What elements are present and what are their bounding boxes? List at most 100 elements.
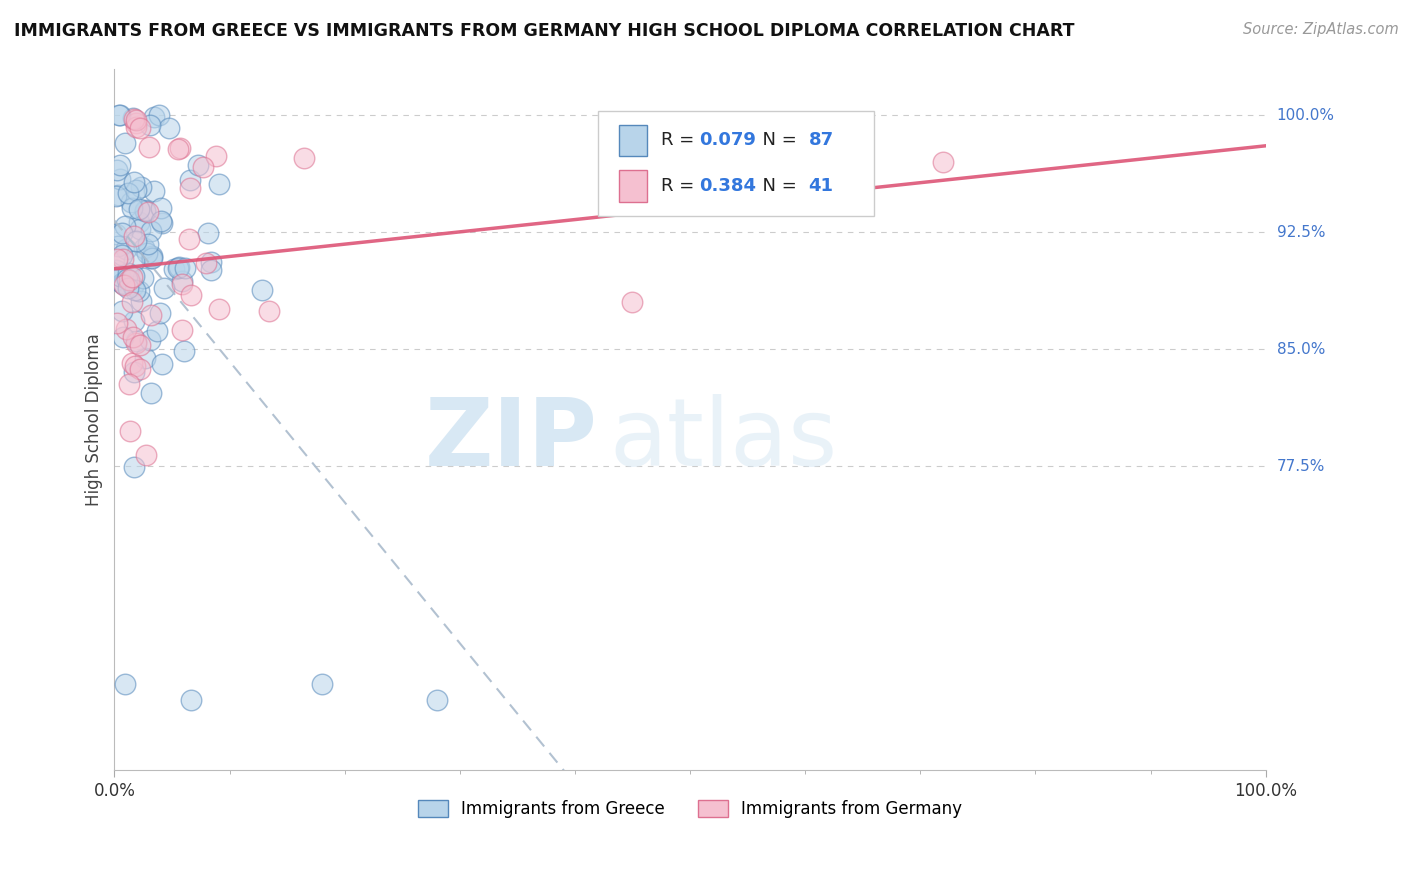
Point	[180, 287, 202, 301]
Point	[135, 448, 157, 462]
Point	[139, 118, 162, 132]
Point	[110, 158, 132, 172]
Point	[149, 214, 172, 228]
Point	[139, 334, 162, 348]
Point	[124, 359, 146, 373]
Point	[143, 184, 166, 198]
Point	[120, 195, 142, 210]
Point	[139, 386, 162, 401]
Point	[125, 235, 148, 249]
Point	[105, 316, 128, 330]
Point	[134, 203, 156, 218]
Text: 77.5%: 77.5%	[1277, 458, 1324, 474]
Text: R =: R =	[661, 177, 700, 195]
Text: Source: ZipAtlas.com: Source: ZipAtlas.com	[1243, 22, 1399, 37]
Point	[152, 281, 174, 295]
Point	[124, 116, 146, 130]
Point	[128, 284, 150, 298]
Text: 0.079: 0.079	[699, 131, 756, 150]
Point	[118, 424, 141, 438]
Point	[172, 323, 194, 337]
Point	[132, 271, 155, 285]
Point	[121, 294, 143, 309]
Y-axis label: High School Diploma: High School Diploma	[86, 333, 103, 506]
Point	[250, 283, 273, 297]
Point	[125, 334, 148, 348]
Point	[114, 242, 136, 256]
Point	[128, 362, 150, 376]
Point	[114, 136, 136, 150]
Point	[136, 237, 159, 252]
Point	[179, 173, 201, 187]
Point	[169, 260, 191, 274]
Legend: Immigrants from Greece, Immigrants from Germany: Immigrants from Greece, Immigrants from …	[411, 793, 969, 825]
Point	[128, 215, 150, 229]
Point	[139, 224, 162, 238]
Point	[426, 693, 449, 707]
Text: 85.0%: 85.0%	[1277, 342, 1324, 357]
Point	[191, 160, 214, 174]
Text: IMMIGRANTS FROM GREECE VS IMMIGRANTS FROM GERMANY HIGH SCHOOL DIPLOMA CORRELATIO: IMMIGRANTS FROM GREECE VS IMMIGRANTS FRO…	[14, 22, 1074, 40]
Text: 100.0%: 100.0%	[1277, 108, 1334, 123]
Point	[111, 248, 134, 262]
Point	[107, 238, 129, 252]
Point	[173, 344, 195, 359]
Point	[112, 252, 135, 266]
Point	[136, 204, 159, 219]
Text: 41: 41	[808, 177, 834, 195]
Point	[167, 142, 190, 156]
Point	[148, 108, 170, 122]
Point	[121, 279, 143, 293]
Point	[149, 201, 172, 215]
Point	[115, 271, 138, 285]
Point	[118, 273, 141, 287]
Point	[107, 187, 129, 202]
Point	[114, 322, 136, 336]
Point	[162, 261, 184, 276]
Point	[122, 254, 145, 268]
Point	[621, 295, 644, 310]
Point	[138, 140, 160, 154]
Point	[149, 306, 172, 320]
Point	[207, 177, 229, 191]
Point	[141, 249, 163, 263]
Point	[122, 112, 145, 126]
Text: 87: 87	[808, 131, 834, 150]
Point	[141, 251, 163, 265]
Point	[121, 111, 143, 125]
Point	[104, 227, 127, 241]
Point	[108, 171, 131, 186]
Point	[143, 110, 166, 124]
Point	[121, 356, 143, 370]
Point	[197, 226, 219, 240]
Point	[129, 180, 152, 194]
Point	[121, 269, 143, 284]
Point	[128, 202, 150, 216]
Point	[194, 255, 217, 269]
Point	[121, 202, 143, 216]
Point	[111, 329, 134, 343]
Point	[122, 269, 145, 284]
Text: R =: R =	[661, 131, 700, 150]
Point	[117, 281, 139, 295]
Point	[122, 459, 145, 474]
Point	[200, 263, 222, 277]
Point	[124, 175, 146, 189]
Point	[208, 301, 231, 316]
Point	[108, 108, 131, 122]
Point	[150, 216, 173, 230]
Point	[117, 186, 139, 201]
Point	[111, 226, 134, 240]
Point	[179, 181, 201, 195]
Point	[129, 221, 152, 235]
FancyBboxPatch shape	[619, 170, 647, 202]
Point	[166, 260, 188, 275]
Point	[108, 268, 131, 283]
Point	[124, 120, 146, 134]
Point	[187, 158, 209, 172]
Point	[180, 693, 202, 707]
Point	[292, 151, 315, 165]
Point	[125, 112, 148, 127]
Point	[125, 335, 148, 350]
Point	[131, 294, 153, 309]
